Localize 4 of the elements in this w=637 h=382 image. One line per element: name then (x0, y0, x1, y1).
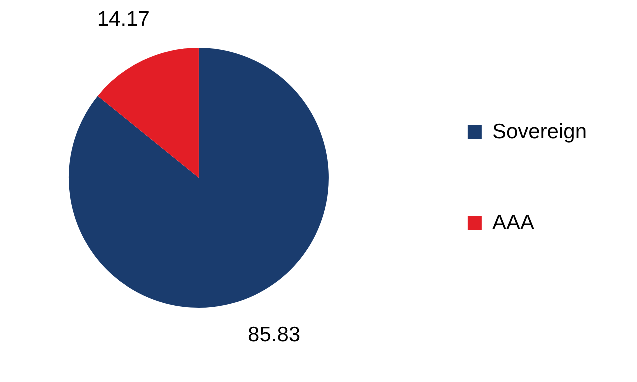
data-label: 14.17 (97, 8, 150, 31)
legend-label: Sovereign (492, 120, 587, 144)
data-label: 85.83 (248, 324, 301, 347)
legend-label: AAA (492, 211, 534, 234)
